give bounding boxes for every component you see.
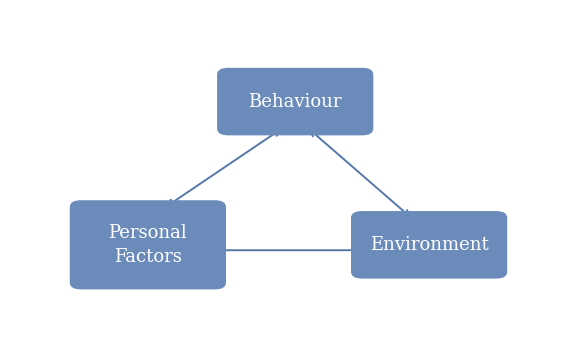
- Text: Behaviour: Behaviour: [248, 93, 342, 111]
- FancyBboxPatch shape: [351, 211, 507, 279]
- Text: Environment: Environment: [370, 236, 488, 254]
- FancyBboxPatch shape: [217, 68, 373, 135]
- FancyBboxPatch shape: [70, 200, 226, 290]
- Text: Personal
Factors: Personal Factors: [108, 224, 187, 266]
